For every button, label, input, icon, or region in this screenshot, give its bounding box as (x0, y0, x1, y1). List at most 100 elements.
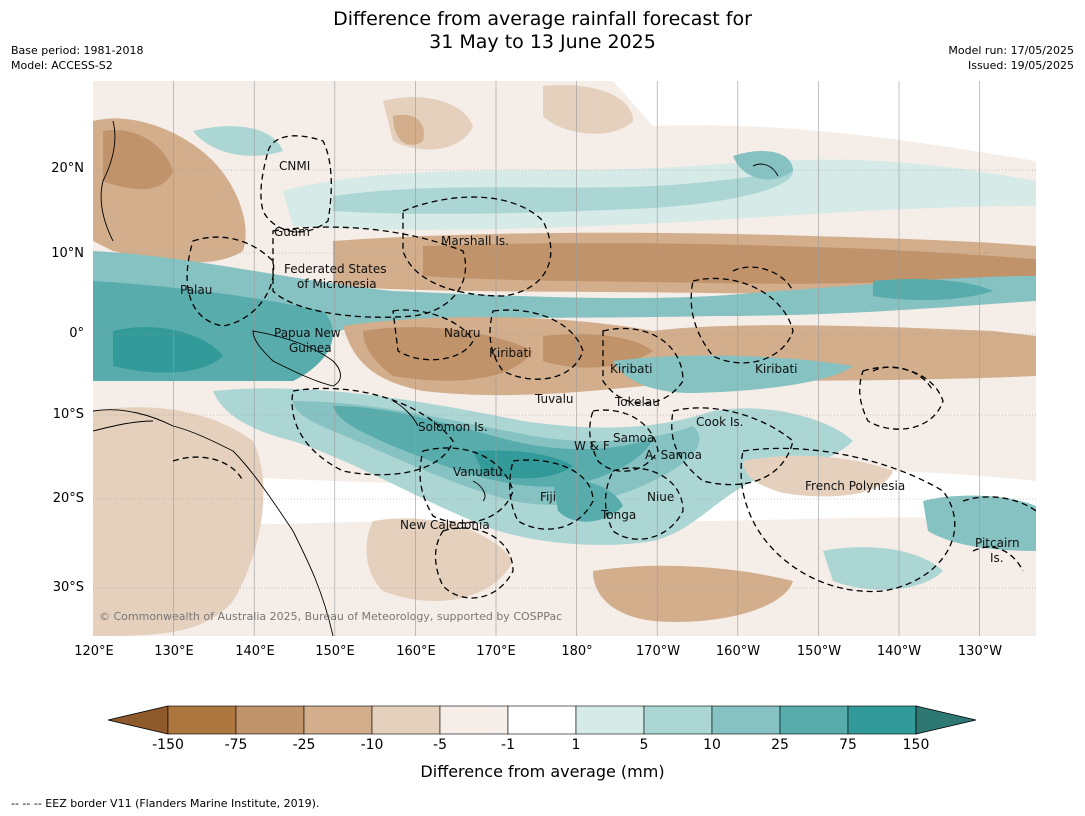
colorbar-segment (167, 705, 237, 735)
lon-label-130e: 130°E (154, 644, 194, 659)
chart-title: Difference from average rainfall forecas… (0, 8, 1085, 54)
place-label-cnmi: CNMI (279, 159, 311, 173)
wet-spot-east-equator (873, 279, 993, 301)
place-label-fiji: Fiji (540, 490, 557, 504)
wet-max-fiji (473, 450, 573, 479)
lat-label-10s: 10°S (52, 407, 84, 422)
copyright-text: © Commonwealth of Australia 2025, Bureau… (99, 610, 563, 623)
latitude-gridlines (93, 169, 1036, 589)
place-label-samoa: Samoa (613, 431, 655, 445)
colorbar-segment (643, 705, 713, 735)
lat-label-30s: 30°S (52, 580, 84, 595)
wet-spot-tonga (553, 479, 623, 522)
colorbar-tick-75: 75 (839, 737, 857, 753)
colorbar-tick--5: -5 (433, 737, 447, 753)
title-line-1: Difference from average rainfall forecas… (333, 8, 752, 30)
place-label-vanuatu: Vanuatu (453, 465, 503, 479)
title-line-2: 31 May to 13 June 2025 (429, 31, 656, 53)
place-label-tonga: Tonga (601, 508, 637, 522)
lon-label-150w: 150°W (796, 644, 842, 659)
eez-legend-text: -- -- -- EEZ border V11 (Flanders Marine… (11, 797, 320, 810)
issued-text: Issued: 19/05/2025 (967, 59, 1074, 72)
colorbar-segment (235, 705, 305, 735)
wet-spot-kiribati-east (613, 355, 853, 393)
place-label-cook-is: Cook Is. (696, 415, 744, 429)
coastlines (93, 120, 779, 636)
colorbar-segment (371, 705, 441, 735)
lon-label-170e: 170°E (476, 644, 516, 659)
place-label-guam: Guam (274, 225, 310, 239)
dry-patch-nw-core (103, 130, 173, 190)
place-label-wallis-futuna: W & F (574, 439, 610, 453)
colorbar-segment (711, 705, 781, 735)
place-label-tuvalu: Tuvalu (535, 392, 574, 406)
place-label-solomon-is: Solomon Is. (418, 420, 488, 434)
place-label-new-caledonia: New Caledonia (400, 518, 490, 532)
dry-patch-south-central (593, 565, 793, 622)
place-label-niue: Niue (647, 490, 675, 504)
colorbar-tick--10: -10 (360, 737, 384, 753)
place-label-png-line1: Papua New (274, 326, 341, 340)
meta-left: Base period: 1981-2018 Model: ACCESS-S2 (11, 43, 143, 73)
colorbar-segment (303, 705, 373, 735)
lon-label-170w: 170°W (635, 644, 681, 659)
model-text: Model: ACCESS-S2 (11, 59, 113, 72)
place-label-tokelau: Tokelau (615, 395, 660, 409)
wet-spot-north-west (193, 126, 283, 156)
lat-label-0: 0° (69, 326, 84, 341)
dry-band-itcz-core (423, 243, 1036, 284)
colorbar-tick-150: 150 (902, 737, 930, 753)
meta-right: Model run: 17/05/2025 Issued: 19/05/2025 (948, 43, 1074, 73)
base-period-text: Base period: 1981-2018 (11, 44, 144, 57)
colorbar-extend-low (107, 705, 169, 735)
lat-label-10n: 10°N (51, 246, 84, 261)
wet-band-equatorial (93, 251, 1036, 381)
lon-label-130w: 130°W (957, 644, 1003, 659)
wet-max-png (113, 327, 223, 373)
lon-label-140w: 140°W (876, 644, 922, 659)
colorbar-segment (779, 705, 849, 735)
eez-borders (172, 135, 1036, 599)
lon-label-140e: 140°E (235, 644, 275, 659)
lon-label-160w: 160°W (715, 644, 761, 659)
colorbar-tick-25: 25 (771, 737, 789, 753)
lon-label-160e: 160°E (396, 644, 436, 659)
colorbar-segment (847, 705, 917, 735)
place-label-fsm-line2: of Micronesia (297, 277, 377, 291)
dry-core-tuvalu (543, 334, 653, 368)
lat-label-20s: 20°S (52, 491, 84, 506)
colorbar-extend-high (915, 705, 977, 735)
dry-patch-australia (93, 407, 264, 636)
lon-label-180: 180° (561, 644, 593, 659)
near-average-zone-2 (613, 81, 1036, 161)
place-label-american-samoa: A. Samoa (645, 448, 702, 462)
colorbar-tick-5: 5 (639, 737, 649, 753)
colorbar-segment (439, 705, 509, 735)
colorbar-tick--150: -150 (152, 737, 184, 753)
colorbar (107, 705, 977, 735)
colorbar-tick--75: -75 (224, 737, 248, 753)
place-label-pitcairn-line1: Pitcairn (975, 536, 1020, 550)
model-run-text: Model run: 17/05/2025 (948, 44, 1074, 57)
colorbar-tick-10: 10 (703, 737, 721, 753)
dry-patch-north-3 (393, 114, 424, 145)
place-label-kiribati-east: Kiribati (755, 362, 798, 376)
wet-band-north-inner (333, 171, 793, 214)
colorbar-segment (507, 705, 577, 735)
place-label-palau: Palau (180, 283, 213, 297)
wet-spot-hawaii (733, 151, 793, 180)
dry-patch-new-caledonia (366, 518, 513, 601)
colorbar-tick--25: -25 (292, 737, 316, 753)
wet-patch-south-east (823, 547, 943, 590)
place-label-png-line2: Guinea (289, 341, 332, 355)
map-svg (93, 81, 1036, 636)
rainfall-map: CNMI Guam Marshall Is. Federated States … (93, 81, 1036, 636)
colorbar-tick--1: -1 (501, 737, 515, 753)
wet-band-spcz-core (333, 406, 653, 487)
colorbar-tick-1: 1 (571, 737, 581, 753)
place-label-pitcairn-line2: Is. (990, 551, 1004, 565)
place-label-marshall-is: Marshall Is. (441, 234, 509, 248)
lon-label-150e: 150°E (315, 644, 355, 659)
lat-label-20n: 20°N (51, 161, 84, 176)
colorbar-segment (575, 705, 645, 735)
